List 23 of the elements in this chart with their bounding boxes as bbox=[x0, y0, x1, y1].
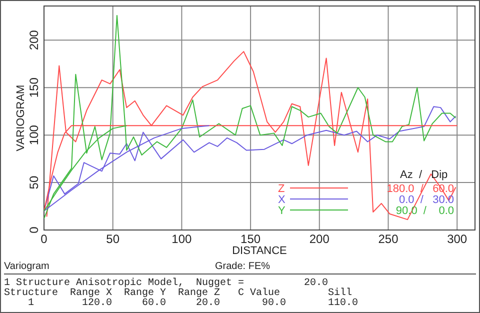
text: Variogram bbox=[4, 261, 50, 272]
y-tick-label: 0 bbox=[27, 226, 41, 234]
x-tick-label: 50 bbox=[106, 232, 120, 246]
text: Z bbox=[278, 183, 285, 195]
y-tick-label: 100 bbox=[27, 124, 41, 146]
legend-title: Az / Dip bbox=[400, 169, 448, 181]
x-tick-label: 200 bbox=[309, 232, 330, 246]
y-tick-label: 150 bbox=[27, 77, 41, 98]
text: Y bbox=[278, 205, 286, 217]
text: 1 120.0 60.0 20.0 90.0 110.0 bbox=[4, 298, 358, 309]
text: Grade: FE% bbox=[215, 261, 270, 272]
x-tick-label: 300 bbox=[447, 232, 468, 246]
text: 1 Structure Anisotropic Model, Nugget = 20.0 bbox=[4, 277, 328, 289]
y-tick-label: 200 bbox=[27, 30, 41, 50]
x-tick-label: 100 bbox=[172, 232, 192, 246]
y-axis-title: VARIOGRAM bbox=[15, 84, 27, 152]
annotation: 0.0 / 30.0 bbox=[398, 194, 454, 206]
y-tick-label: 50 bbox=[27, 176, 41, 190]
x-tick-label: 250 bbox=[378, 232, 399, 246]
x-tick-label: 150 bbox=[240, 232, 261, 246]
text: X bbox=[278, 194, 286, 206]
x-axis-title: DISTANCE bbox=[232, 245, 287, 257]
text: Structure Range X Range Y Range Z C Value Sill bbox=[4, 287, 352, 299]
